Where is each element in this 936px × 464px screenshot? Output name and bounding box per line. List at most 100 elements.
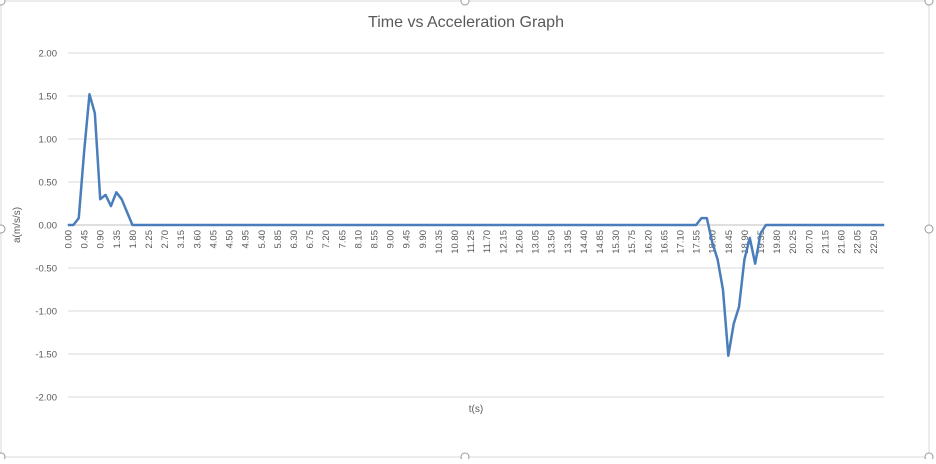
- series-group: [67, 93, 885, 357]
- x-tick-label: 11.25: [466, 230, 477, 253]
- data-point: [695, 224, 697, 226]
- data-point: [883, 224, 885, 226]
- x-tick-label: 8.10: [353, 230, 364, 249]
- data-point: [738, 306, 740, 308]
- x-tick-label: 4.05: [208, 230, 219, 249]
- data-point: [716, 258, 719, 260]
- x-tick-label: 12.15: [498, 230, 509, 254]
- y-tick-label: 0.00: [39, 221, 58, 232]
- x-tick-label: 10.35: [434, 230, 445, 254]
- x-tick-label: 6.75: [305, 230, 316, 249]
- x-tick-label: 13.95: [563, 230, 574, 254]
- chart-title: Time vs Acceleration Graph: [368, 14, 564, 31]
- data-point: [99, 198, 101, 200]
- x-tick-label: 10.80: [450, 230, 461, 254]
- x-tick-label: 9.00: [386, 230, 397, 249]
- x-tick-label: 17.10: [676, 230, 687, 254]
- x-tick-label: 19.35: [756, 230, 767, 254]
- data-point: [759, 233, 762, 235]
- data-point: [706, 217, 708, 219]
- data-point: [110, 205, 112, 207]
- x-tick-label: 19.80: [772, 230, 783, 254]
- data-point: [131, 224, 134, 226]
- y-tick-label: -1.50: [35, 350, 57, 361]
- data-point: [121, 198, 123, 200]
- x-tick-label: 3.60: [192, 230, 203, 249]
- x-tick-label: 9.90: [418, 230, 429, 249]
- y-tick-label: 1.00: [39, 135, 58, 146]
- x-tick-label: 2.70: [160, 230, 171, 249]
- x-tick-label: 11.70: [482, 230, 493, 253]
- resize-handle-top-right[interactable]: [924, 0, 934, 6]
- data-point: [104, 194, 107, 196]
- x-tick-label: 17.55: [692, 230, 703, 254]
- y-tick-label: 2.00: [39, 49, 58, 60]
- data-point: [754, 263, 756, 265]
- x-tick-label: 5.85: [273, 230, 284, 249]
- x-tick-label: 15.75: [627, 230, 638, 254]
- data-point: [700, 217, 703, 219]
- x-tick-label: 16.20: [643, 230, 654, 254]
- data-point: [88, 93, 91, 95]
- data-point: [727, 355, 729, 357]
- x-tick-label: 20.25: [788, 230, 799, 254]
- x-tick-label: 14.40: [579, 230, 590, 254]
- resize-handle-bottom-middle[interactable]: [460, 452, 470, 462]
- x-tick-label: 7.20: [321, 230, 332, 249]
- data-point: [67, 224, 69, 226]
- x-tick-label: 12.60: [514, 230, 525, 254]
- x-tick-label: 6.30: [289, 230, 300, 249]
- data-point: [733, 323, 735, 325]
- data-point: [743, 258, 746, 260]
- y-tick-label: -0.50: [35, 264, 57, 275]
- x-tick-label: 13.50: [547, 230, 558, 254]
- series-line[interactable]: [68, 93, 884, 357]
- data-point: [94, 112, 96, 114]
- data-point: [115, 191, 117, 193]
- x-tick-label: 0.90: [96, 230, 107, 249]
- y-tick-label: 0.50: [39, 178, 58, 189]
- x-tick-label: 21.15: [820, 230, 831, 254]
- y-tick-label: 1.50: [39, 92, 58, 103]
- x-tick-label: 20.70: [804, 230, 815, 254]
- data-point: [749, 237, 751, 239]
- x-tick-label: 22.50: [869, 230, 880, 254]
- resize-handle-top-left[interactable]: [0, 0, 6, 6]
- data-point: [765, 224, 767, 226]
- x-tick-label: 21.60: [837, 230, 848, 254]
- data-point: [83, 151, 85, 153]
- resize-handle-middle-left[interactable]: [0, 224, 6, 234]
- gridlines: [68, 52, 884, 398]
- x-axis-title: t(s): [469, 404, 483, 415]
- x-tick-label: 2.25: [144, 230, 155, 249]
- x-tick-labels: 0.00 0.45 0.90 1.35 1.80 2.25 2.70 3.15 3.60 4.05…: [64, 230, 880, 254]
- data-point: [78, 217, 80, 219]
- y-tick-labels: 2.00 1.50 1.00 0.50 0.00 -0.50 -1.00 -1.50 -2.00: [35, 49, 57, 404]
- x-tick-label: 0.45: [80, 230, 91, 249]
- data-point: [72, 224, 74, 226]
- x-tick-label: 18.45: [724, 230, 735, 254]
- x-tick-label: 4.50: [225, 230, 236, 249]
- resize-handle-middle-right[interactable]: [924, 224, 934, 234]
- x-tick-label: 7.65: [337, 230, 348, 249]
- x-tick-label: 0.00: [64, 230, 75, 249]
- x-tick-label: 16.65: [659, 230, 670, 254]
- resize-handle-bottom-left[interactable]: [0, 452, 6, 462]
- y-axis-title: a(m/s/s): [12, 207, 23, 243]
- resize-handle-top-middle[interactable]: [460, 0, 470, 6]
- x-tick-label: 22.05: [853, 230, 864, 254]
- data-point: [711, 241, 713, 243]
- x-tick-label: 3.15: [176, 230, 187, 249]
- x-tick-label: 1.80: [128, 230, 139, 249]
- x-tick-label: 13.05: [531, 230, 542, 254]
- x-tick-label: 15.30: [611, 230, 622, 254]
- x-tick-label: 14.85: [595, 230, 606, 254]
- x-tick-label: 9.45: [402, 230, 413, 249]
- x-tick-label: 1.35: [112, 230, 123, 249]
- resize-handle-bottom-right[interactable]: [924, 452, 934, 462]
- x-tick-label: 18.90: [740, 230, 751, 254]
- x-tick-label: 8.55: [370, 230, 381, 249]
